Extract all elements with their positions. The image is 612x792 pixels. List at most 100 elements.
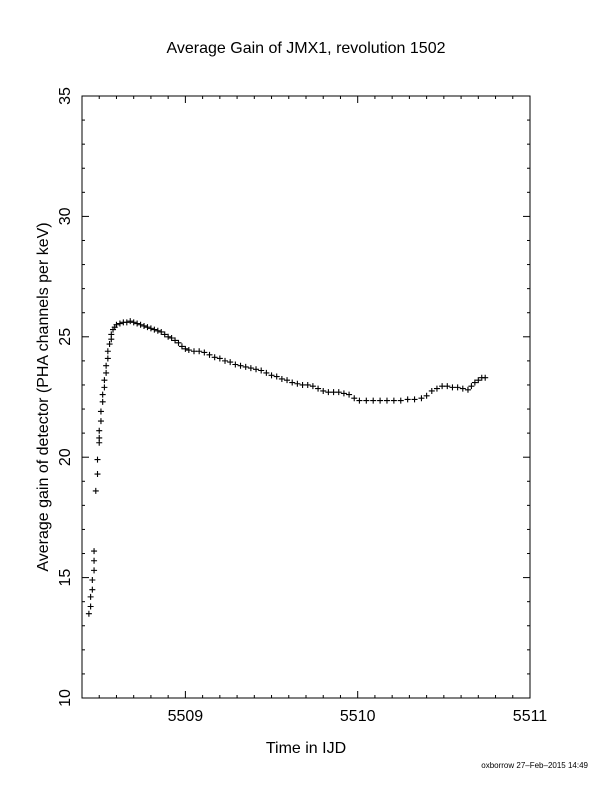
data-point — [278, 375, 285, 382]
data-point — [299, 381, 306, 388]
data-point — [464, 386, 471, 393]
data-point — [151, 326, 158, 333]
data-point — [423, 392, 430, 399]
plot-frame — [81, 95, 531, 699]
data-point — [444, 383, 451, 390]
data-point — [141, 322, 148, 329]
data-point — [268, 372, 275, 379]
data-point — [113, 321, 120, 328]
data-point — [439, 383, 446, 390]
data-point — [154, 327, 161, 334]
data-point — [97, 408, 104, 415]
x-tick-label: 5509 — [168, 708, 204, 725]
data-point — [475, 377, 482, 384]
data-point — [104, 348, 111, 355]
data-point — [94, 456, 101, 463]
data-point — [454, 384, 461, 391]
data-point — [134, 320, 141, 327]
data-point — [116, 320, 123, 327]
data-point — [182, 345, 189, 352]
data-point — [468, 383, 475, 390]
data-point — [330, 389, 337, 396]
data-point — [273, 373, 280, 380]
x-axis: 5509 5510 5511 — [81, 96, 548, 725]
data-point — [96, 427, 103, 434]
data-point — [91, 548, 98, 555]
data-point — [127, 318, 134, 325]
data-point — [178, 343, 185, 350]
data-point — [175, 339, 182, 346]
x-tick-label: 5511 — [513, 708, 548, 725]
data-point — [304, 381, 311, 388]
data-point — [103, 369, 110, 376]
data-point — [196, 348, 203, 355]
data-point — [172, 337, 179, 344]
data-point — [459, 385, 466, 392]
data-point — [103, 362, 110, 369]
data-point — [161, 331, 168, 338]
data-point — [89, 577, 96, 584]
data-point — [191, 348, 197, 355]
y-tick-label: 30 — [57, 207, 74, 225]
data-point — [309, 383, 316, 390]
footer-stamp: oxborrow 27–Feb–2015 14:49 — [481, 761, 588, 770]
y-tick-label: 25 — [57, 328, 74, 346]
data-point — [428, 387, 435, 394]
data-point — [206, 351, 213, 358]
data-point — [147, 325, 154, 332]
data-point — [383, 397, 390, 404]
data-point — [87, 593, 94, 600]
data-point — [377, 397, 384, 404]
data-point — [99, 398, 106, 405]
data-point — [227, 359, 234, 366]
data-point — [185, 347, 192, 354]
y-tick-label: 10 — [57, 689, 74, 707]
data-point — [97, 418, 104, 425]
data-point — [232, 361, 239, 368]
data-point — [294, 380, 301, 387]
data-point — [237, 362, 244, 369]
data-point — [89, 586, 96, 593]
data-point — [99, 391, 106, 398]
y-axis-label: Average gain of detector (PHA channels p… — [35, 222, 52, 571]
data-point — [130, 319, 137, 326]
data-point — [92, 487, 99, 494]
data-point — [284, 377, 291, 384]
data-point — [325, 389, 332, 396]
data-point — [433, 385, 440, 392]
data-point — [222, 357, 229, 364]
data-point — [315, 385, 322, 392]
data-point — [158, 328, 165, 335]
data-point — [242, 363, 249, 370]
data-point — [404, 396, 411, 403]
data-point — [356, 397, 363, 404]
data-point — [144, 324, 151, 331]
data-point — [101, 384, 108, 391]
y-tick-label: 35 — [57, 87, 74, 105]
data-point — [87, 603, 94, 610]
chart-title: Average Gain of JMX1, revolution 1502 — [167, 40, 446, 57]
data-point — [91, 557, 98, 564]
data-series — [85, 318, 489, 617]
data-point — [258, 367, 265, 374]
data-point — [335, 389, 342, 396]
y-tick-label: 20 — [57, 448, 74, 466]
data-point — [201, 349, 208, 356]
data-point — [320, 387, 327, 394]
data-point — [340, 390, 347, 397]
data-point — [370, 397, 377, 404]
data-point — [471, 379, 478, 386]
x-tick-label: 5510 — [340, 708, 376, 725]
data-point — [108, 331, 115, 338]
data-point — [137, 321, 144, 328]
x-axis-label: Time in IJD — [266, 740, 346, 757]
y-axis: 10 15 20 25 30 35 — [57, 87, 530, 707]
data-point — [482, 374, 489, 381]
data-point — [397, 397, 404, 404]
data-point — [390, 397, 397, 404]
data-point — [253, 366, 260, 373]
data-point — [104, 355, 111, 362]
data-point — [168, 335, 175, 342]
